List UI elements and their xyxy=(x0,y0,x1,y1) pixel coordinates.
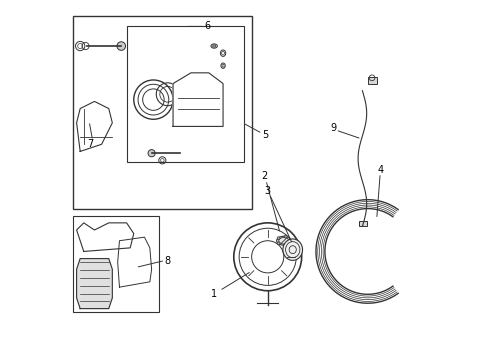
Circle shape xyxy=(277,242,280,245)
Text: 6: 6 xyxy=(203,21,210,31)
Circle shape xyxy=(284,235,286,238)
Circle shape xyxy=(277,237,280,240)
Bar xyxy=(73,16,251,208)
Ellipse shape xyxy=(210,44,217,48)
Polygon shape xyxy=(77,258,112,309)
Text: 8: 8 xyxy=(164,256,170,266)
Bar xyxy=(367,77,376,84)
Polygon shape xyxy=(77,223,134,251)
Polygon shape xyxy=(315,200,397,303)
Bar xyxy=(73,216,159,312)
Bar xyxy=(358,221,366,226)
Text: 3: 3 xyxy=(264,186,270,197)
Polygon shape xyxy=(173,73,223,126)
Text: 2: 2 xyxy=(261,171,267,181)
Circle shape xyxy=(284,243,286,246)
Text: 7: 7 xyxy=(87,139,93,149)
Text: 4: 4 xyxy=(376,165,383,175)
Circle shape xyxy=(148,150,155,157)
Text: 1: 1 xyxy=(211,289,217,298)
Bar xyxy=(126,26,244,162)
Ellipse shape xyxy=(276,236,290,245)
Circle shape xyxy=(117,42,125,50)
Text: 5: 5 xyxy=(262,130,268,140)
Bar xyxy=(182,91,217,119)
Polygon shape xyxy=(77,102,112,152)
Text: 9: 9 xyxy=(329,123,335,133)
Ellipse shape xyxy=(283,239,302,260)
Circle shape xyxy=(288,239,291,242)
Bar xyxy=(178,84,219,123)
Polygon shape xyxy=(118,237,151,287)
